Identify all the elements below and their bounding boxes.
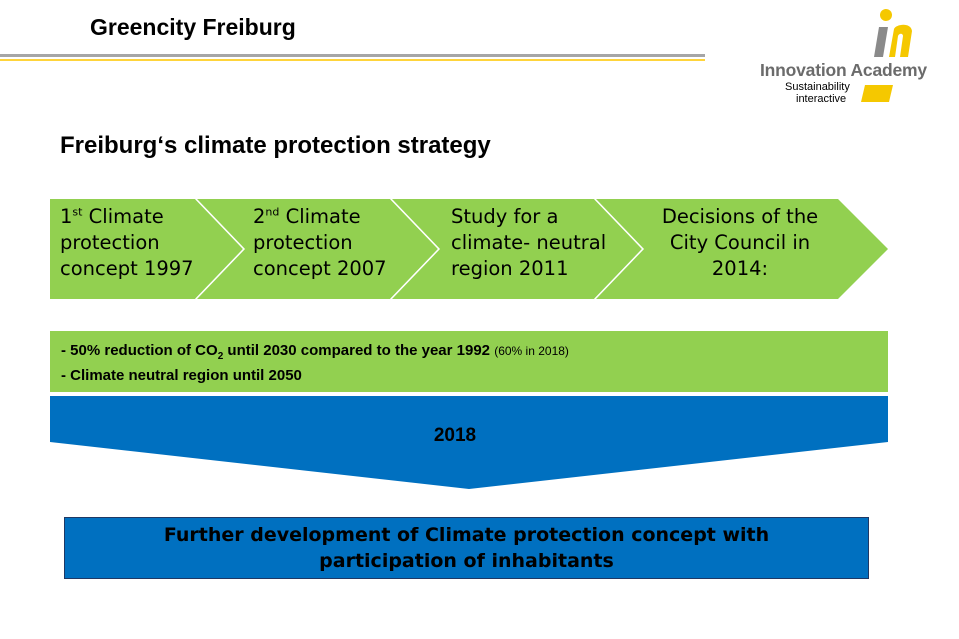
goal-1-post: until 2030 compared to the year 1992 <box>223 342 495 359</box>
year-label: 2018 <box>433 425 477 446</box>
logo-tagline-2: interactive <box>796 93 847 105</box>
step-1-line2: protection <box>60 231 160 254</box>
logo-yellow-block <box>861 85 893 102</box>
logo-name: Innovation Academy <box>760 60 927 80</box>
step-3-line2: climate- neutral <box>451 231 607 254</box>
step-2-line2: protection <box>253 231 353 254</box>
step-1-text: 1st Climate protection concept 1997 <box>60 204 220 282</box>
goal-climate-neutral: - Climate neutral region until 2050 <box>61 367 302 384</box>
goal-1-subscript: 2 <box>217 351 224 362</box>
step-4-line3: 2014: <box>711 257 769 280</box>
step-3-line3: region 2011 <box>451 257 569 280</box>
logo-tagline-1: Sustainability <box>785 81 850 93</box>
city-council-goals-box: - 50% reduction of CO2 until 2030 compar… <box>50 331 888 392</box>
logo-dot <box>880 9 892 21</box>
step-4-text: Decisions of the City Council in 2014: <box>645 204 835 282</box>
step-2-line1: Climate <box>279 205 361 228</box>
innovation-academy-logo <box>861 9 912 102</box>
header-rule-yellow <box>0 59 705 61</box>
step-2-ordinal-suffix: nd <box>265 205 280 219</box>
slide-title: Greencity Freiburg <box>90 14 296 40</box>
step-2-line3: concept 2007 <box>253 257 387 280</box>
step-2-text: 2nd Climate protection concept 2007 <box>253 204 413 282</box>
header-rule-gray <box>0 54 705 57</box>
step-4-line1: Decisions of the <box>661 205 819 228</box>
step-3-line1: Study for a <box>451 205 559 228</box>
goal-1-note: (60% in 2018) <box>494 344 569 358</box>
logo-i-stroke <box>874 27 888 57</box>
step-1-ordinal: 1 <box>60 205 73 228</box>
step-1-ordinal-suffix: st <box>72 205 83 219</box>
result-text: Further development of Climate protectio… <box>163 524 770 572</box>
goal-1-pre: - 50% reduction of CO <box>61 342 218 359</box>
step-4-line2: City Council in <box>669 231 811 254</box>
result-box: Further development of Climate protectio… <box>64 517 869 579</box>
step-3-text: Study for a climate- neutral region 2011 <box>451 204 626 282</box>
goal-co2-reduction: - 50% reduction of CO2 until 2030 compar… <box>61 342 569 362</box>
step-1-line1: Climate <box>82 205 164 228</box>
step-2-ordinal: 2 <box>253 205 266 228</box>
section-subtitle: Freiburg‘s climate protection strategy <box>60 132 491 159</box>
step-1-line3: concept 1997 <box>60 257 194 280</box>
logo-n-stroke <box>889 24 912 57</box>
